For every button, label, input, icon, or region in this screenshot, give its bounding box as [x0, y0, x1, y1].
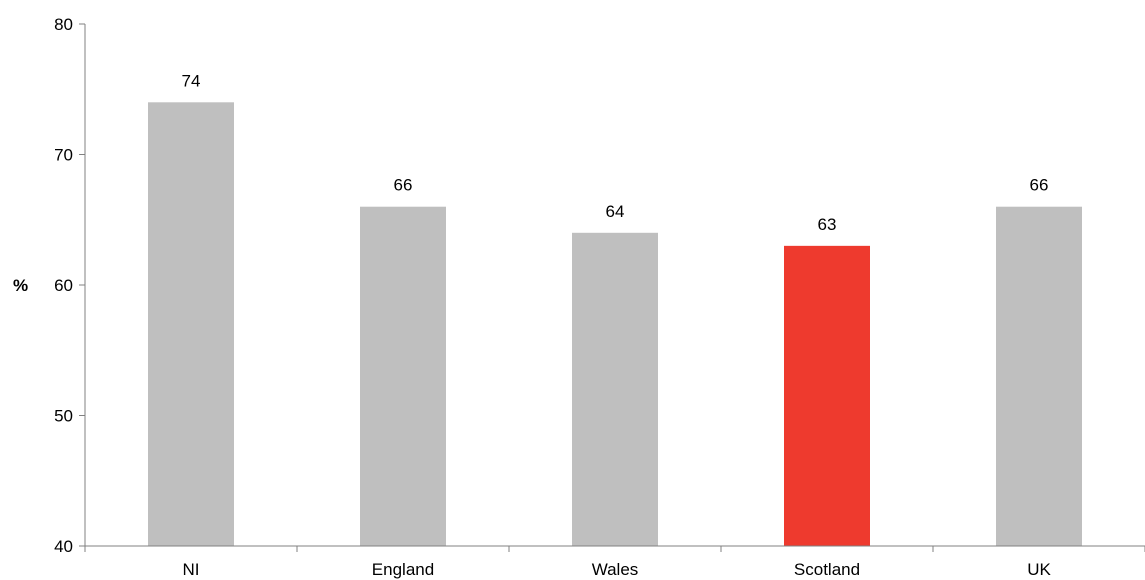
data-label: 63: [818, 215, 837, 234]
y-tick-label: 70: [54, 146, 73, 165]
bar-england: [360, 206, 446, 546]
data-label: 66: [1030, 176, 1049, 195]
x-category-label: Wales: [592, 560, 639, 579]
data-labels-group: 74 66 64 63 66: [182, 71, 1049, 234]
data-label: 74: [182, 71, 201, 90]
y-axis-label: %: [13, 276, 28, 295]
bars-group: [148, 102, 1082, 547]
bar-ni: [148, 102, 234, 547]
bar-scotland: [784, 245, 870, 546]
y-tick-label: 80: [54, 15, 73, 34]
x-category-label: England: [372, 560, 434, 579]
y-tick-label: 40: [54, 537, 73, 556]
x-category-label: Scotland: [794, 560, 860, 579]
bar-wales: [572, 232, 658, 547]
y-axis: 40 50 60 70 80: [54, 15, 86, 556]
data-label: 66: [394, 176, 413, 195]
y-tick-label: 50: [54, 407, 73, 426]
x-axis: NI England Wales Scotland UK: [84, 545, 1145, 579]
bar-uk: [996, 206, 1082, 546]
x-category-label: NI: [183, 560, 200, 579]
data-label: 64: [606, 202, 625, 221]
y-tick-label: 60: [54, 276, 73, 295]
x-category-label: UK: [1027, 560, 1051, 579]
